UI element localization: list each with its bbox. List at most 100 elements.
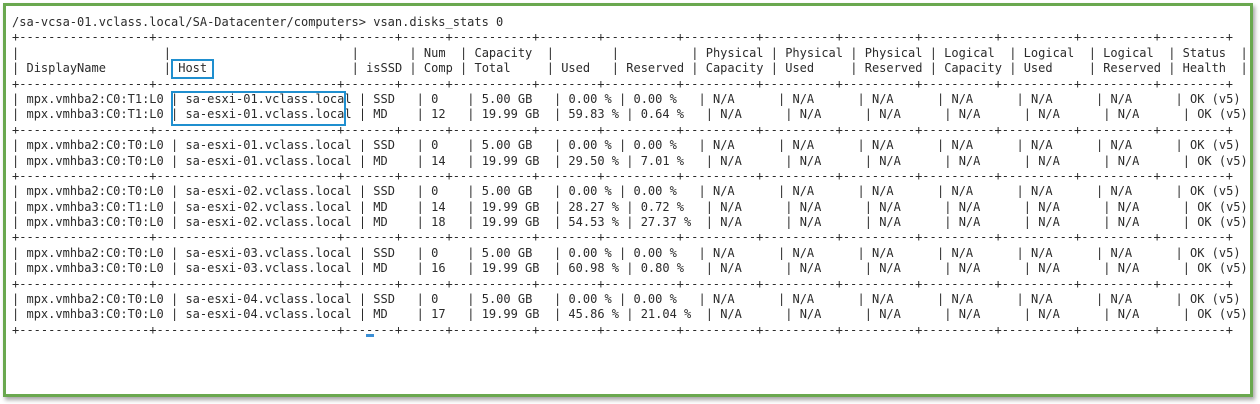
table-cell: N/A [799,107,822,122]
table-cell: sa-esxi-01.vclass.local [185,107,352,122]
table-cell: N/A [879,107,901,122]
table-cell: 0 [431,138,439,153]
table-cell: N/A [1110,184,1133,199]
table-cell: 0.00 % [633,292,677,307]
table-cell: N/A [1038,215,1060,230]
table-cell: 21.04 % [640,307,692,322]
table-cell: 54.53 % [568,215,619,230]
table-cell: N/A [712,91,735,106]
table-cell: N/A [1110,245,1133,260]
table-cell: MD [373,215,388,230]
table-cell: N/A [951,138,974,153]
table-cell: N/A [712,245,735,260]
table-cell: SSD [373,91,395,106]
table-cell: N/A [712,292,735,307]
table-cell: N/A [1038,307,1060,322]
table-group-border: +------------------+--------------------… [12,169,1250,184]
table-cell: OK (v5) [1189,184,1241,199]
table-cell: N/A [1117,261,1140,276]
table-cell: 14 [431,153,446,168]
table-cell: OK (v5) [1189,245,1241,260]
table-cell: mpx.vmhba2:C0:T0:L0 [26,184,164,199]
table-cell: Capacity [944,61,1002,76]
table-row: | mpx.vmhba2:C0:T0:L0 | sa-esxi-01.vclas… [12,138,1250,153]
table-cell: Host [178,61,208,76]
table-cell: 0.80 % [640,261,685,276]
table-cell: 16 [431,261,446,276]
table-cell: N/A [792,91,815,106]
table-cell: Comp [423,61,453,76]
table-cell: 0 [431,245,439,260]
table-group-border: +------------------+--------------------… [12,122,1250,138]
table-cell: Health [1182,61,1227,76]
table-cell: OK (v5) [1197,215,1248,230]
table-row: | mpx.vmhba3:C0:T0:L0 | sa-esxi-04.vclas… [12,307,1248,322]
table-cell: 14 [431,199,446,214]
table-cell: OK (v5) [1197,153,1248,168]
table-cell: N/A [871,184,894,199]
table-cell: Reserved [864,61,923,76]
table-cell: SSD [373,138,395,153]
table-cell: N/A [1030,91,1053,106]
table-cell: N/A [951,91,974,106]
table-cell: N/A [1030,184,1053,199]
table-cell: mpx.vmhba3:C0:T0:L0 [26,153,164,168]
table-cell: N/A [712,138,735,153]
table-cell: MD [373,153,388,168]
table-cell: 0 [431,292,439,307]
table-cell: sa-esxi-01.vclass.local [185,138,352,153]
table-cell: sa-esxi-03.vclass.local [185,245,352,260]
table-cell: 45.86 % [568,307,619,322]
table-cell: mpx.vmhba2:C0:T0:L0 [26,292,164,307]
table-cell: 0.00 % [633,138,677,153]
table-cell: N/A [1110,91,1133,106]
table-row: | mpx.vmhba3:C0:T0:L0 | sa-esxi-01.vclas… [12,153,1248,168]
table-cell: N/A [958,261,981,276]
table-cell: MD [373,261,388,276]
table-cell: Reserved [626,61,685,76]
table-cell: N/A [720,107,742,122]
table-row: | mpx.vmhba2:C0:T0:L0 | sa-esxi-02.vclas… [12,184,1250,199]
command-prompt: /sa-vcsa-01.vclass.local/SA-Datacenter/c… [12,15,504,29]
table-cell: N/A [958,215,981,230]
table-cell: sa-esxi-04.vclass.local [185,292,352,307]
table-cell: N/A [951,184,974,199]
table-cell: sa-esxi-01.vclass.local [185,153,352,168]
table-cell: Physical [864,45,923,60]
table-cell: Logical [1103,45,1154,60]
table-cell: 19.99 GB [481,107,540,122]
table-cell: N/A [1117,153,1140,168]
table-cell: 60.98 % [568,261,619,276]
table-cell: N/A [1117,307,1140,322]
table-cell: N/A [871,245,894,260]
table-separator: +------------------+--------------------… [12,122,1233,137]
text-cursor [366,334,375,338]
table-cell: 0 [431,184,439,199]
table-header-row-2: | DisplayName | Host | isSSD | Comp | To… [12,61,1248,76]
table-cell: N/A [792,184,815,199]
table-cell: mpx.vmhba3:C0:T0:L0 [26,215,164,230]
table-cell: N/A [879,307,901,322]
table-cell: N/A [720,307,742,322]
table-cell: Used [561,61,591,76]
table-row: | mpx.vmhba3:C0:T0:L0 | sa-esxi-02.vclas… [12,215,1248,230]
table-cell: 5.00 GB [481,138,533,153]
table-cell: sa-esxi-02.vclass.local [185,184,352,199]
table-cell: N/A [1117,107,1140,122]
table-row: | mpx.vmhba2:C0:T0:L0 | sa-esxi-04.vclas… [12,292,1250,307]
table-cell: 0.00 % [568,184,612,199]
table-cell: MD [373,199,388,214]
table-cell: N/A [871,91,894,106]
table-cell: N/A [951,292,974,307]
table-cell: mpx.vmhba3:C0:T1:L0 [26,199,164,214]
table-cell: 17 [431,307,446,322]
table-cell: 0.00 % [568,138,612,153]
table-cell: OK (v5) [1197,261,1248,276]
table-cell: 19.99 GB [481,153,540,168]
screenshot-frame: /sa-vcsa-01.vclass.local/SA-Datacenter/c… [3,3,1253,397]
table-cell: mpx.vmhba2:C0:T0:L0 [26,245,164,260]
table-cell: DisplayName [26,61,106,76]
table-cell: N/A [879,153,901,168]
table-cell: sa-esxi-02.vclass.local [185,215,352,230]
table-cell: N/A [958,107,981,122]
